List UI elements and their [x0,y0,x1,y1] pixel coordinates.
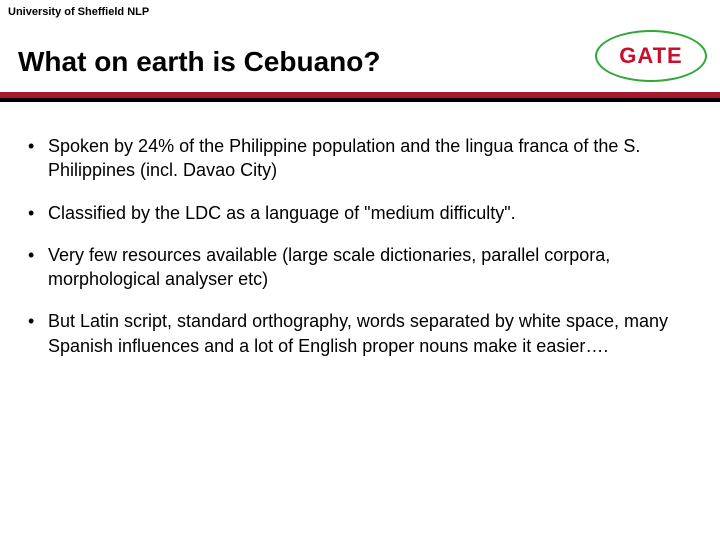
list-item: • Spoken by 24% of the Philippine popula… [28,134,692,183]
bullet-marker: • [28,309,48,358]
bullet-text: But Latin script, standard orthography, … [48,309,692,358]
title-divider [0,92,720,102]
logo-text: GATE [619,43,682,69]
bullet-text: Spoken by 24% of the Philippine populati… [48,134,692,183]
bullet-text: Very few resources available (large scal… [48,243,692,292]
list-item: • But Latin script, standard orthography… [28,309,692,358]
list-item: • Very few resources available (large sc… [28,243,692,292]
bullet-list: • Spoken by 24% of the Philippine popula… [28,134,692,376]
header-label: University of Sheffield NLP [8,6,149,18]
divider-black [0,98,720,102]
list-item: • Classified by the LDC as a language of… [28,201,692,225]
bullet-marker: • [28,201,48,225]
gate-logo: GATE [592,26,710,86]
bullet-marker: • [28,134,48,183]
slide-title: What on earth is Cebuano? [18,46,380,78]
bullet-text: Classified by the LDC as a language of "… [48,201,692,225]
bullet-marker: • [28,243,48,292]
